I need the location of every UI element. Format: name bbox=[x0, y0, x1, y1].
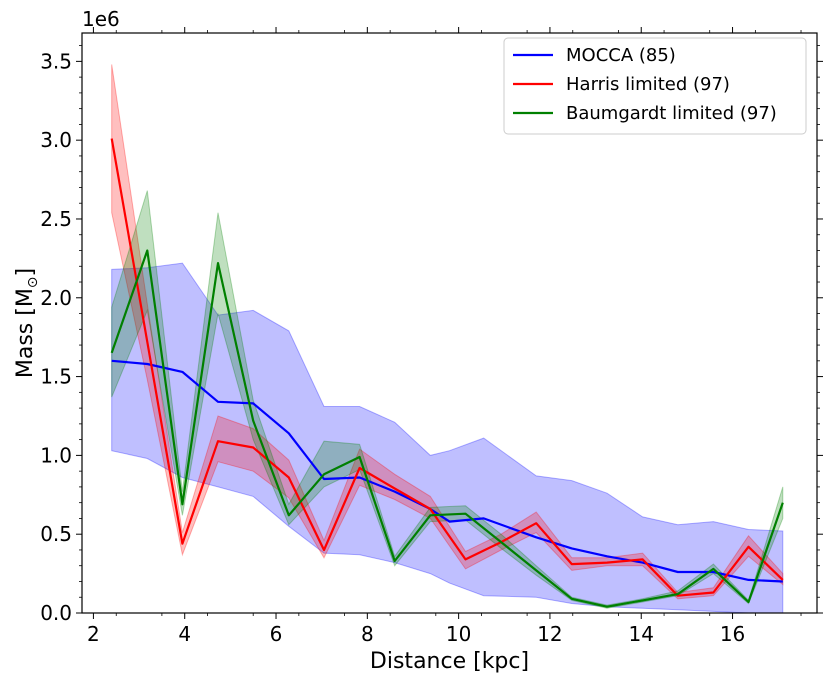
y-axis-label-close: ] bbox=[13, 268, 38, 277]
x-tick-labels: 2 4 6 8 10 12 14 16 bbox=[87, 622, 745, 646]
line-series-2 bbox=[110, 138, 784, 597]
y-tick-label: 0.0 bbox=[40, 601, 72, 625]
legend-label-2: Harris limited (97) bbox=[566, 74, 730, 95]
y-tick-label: 0.5 bbox=[40, 522, 72, 546]
band-series-3 bbox=[111, 190, 784, 609]
y-tick-label: 1.0 bbox=[40, 443, 72, 467]
legend-box bbox=[503, 37, 807, 135]
confidence-bands bbox=[111, 64, 784, 614]
x-tick-label: 6 bbox=[270, 622, 283, 646]
y-tick-label: 3.5 bbox=[40, 49, 72, 73]
legend-label-1: MOCCA (85) bbox=[566, 45, 676, 66]
x-tick-label: 10 bbox=[446, 622, 471, 646]
y-tick-labels: 0.0 0.5 1.0 1.5 2.0 2.5 3.0 3.5 bbox=[40, 49, 72, 625]
y-tick-label: 3.0 bbox=[40, 128, 72, 152]
x-tick-label: 4 bbox=[178, 622, 191, 646]
legend-label-3: Baumgardt limited (97) bbox=[566, 103, 777, 124]
x-tick-label: 16 bbox=[720, 622, 745, 646]
y-axis-label: Mass [M⊙] bbox=[13, 268, 41, 378]
y-tick-label: 2.5 bbox=[40, 207, 72, 231]
y-axis-label-sub: ⊙ bbox=[25, 276, 41, 288]
y-offset-label: 1e6 bbox=[82, 7, 120, 31]
band-series-2 bbox=[111, 64, 784, 600]
series-lines bbox=[110, 138, 784, 608]
x-tick-label: 2 bbox=[87, 622, 100, 646]
y-tick-label: 1.5 bbox=[40, 365, 72, 389]
x-tick-label: 8 bbox=[361, 622, 374, 646]
y-axis-label-main: Mass [M bbox=[13, 288, 38, 378]
legend: MOCCA (85) Harris limited (97) Baumgardt l… bbox=[503, 37, 807, 135]
plot-frame bbox=[81, 32, 818, 614]
line-series-3 bbox=[110, 249, 784, 608]
x-axis-label: Distance [kpc] bbox=[370, 649, 529, 674]
x-tick-label: 14 bbox=[629, 622, 654, 646]
axis-ticks bbox=[76, 27, 823, 619]
y-tick-label: 2.0 bbox=[40, 286, 72, 310]
x-tick-label: 12 bbox=[537, 622, 562, 646]
